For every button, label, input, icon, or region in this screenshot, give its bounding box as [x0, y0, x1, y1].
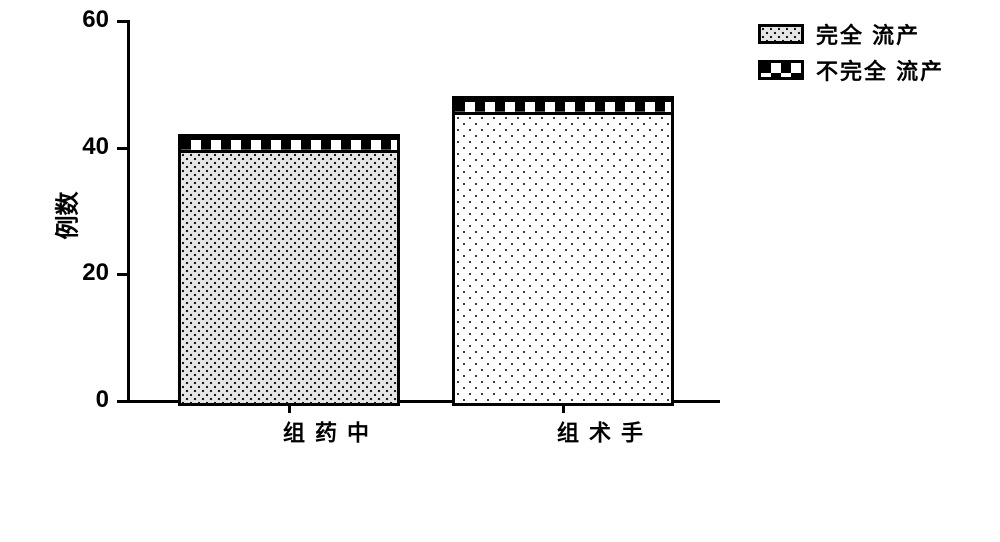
- bar: [452, 96, 674, 400]
- legend-swatch: [758, 60, 804, 80]
- y-tick-label: 40: [57, 133, 109, 161]
- x-tick: [562, 403, 565, 413]
- bar-segment: [178, 150, 400, 406]
- y-axis-label: 例数: [48, 176, 83, 256]
- y-tick: [117, 147, 127, 150]
- legend-swatch: [758, 24, 804, 44]
- plot-area: 0204060中药组手术组: [130, 20, 720, 400]
- y-axis: [127, 20, 130, 403]
- bar-segment: [452, 99, 674, 115]
- y-tick: [117, 273, 127, 276]
- y-tick: [117, 20, 127, 23]
- legend-label: 不完全 流产: [816, 54, 944, 86]
- legend: 完全 流产不完全 流产: [758, 18, 944, 90]
- x-tick: [288, 403, 291, 413]
- bar-segment: [178, 137, 400, 153]
- y-tick-label: 60: [57, 6, 109, 34]
- legend-item: 完全 流产: [758, 18, 944, 50]
- category-label: 手术组: [550, 421, 646, 443]
- y-tick-label: 0: [57, 386, 109, 414]
- bar: [178, 134, 400, 400]
- legend-label: 完全 流产: [816, 18, 920, 50]
- category-label: 中药组: [276, 421, 372, 443]
- bar-segment: [452, 112, 674, 406]
- legend-item: 不完全 流产: [758, 54, 944, 86]
- chart-container: 0204060中药组手术组 例数 完全 流产不完全 流产: [0, 0, 1000, 542]
- y-tick: [117, 400, 127, 403]
- y-tick-label: 20: [57, 259, 109, 287]
